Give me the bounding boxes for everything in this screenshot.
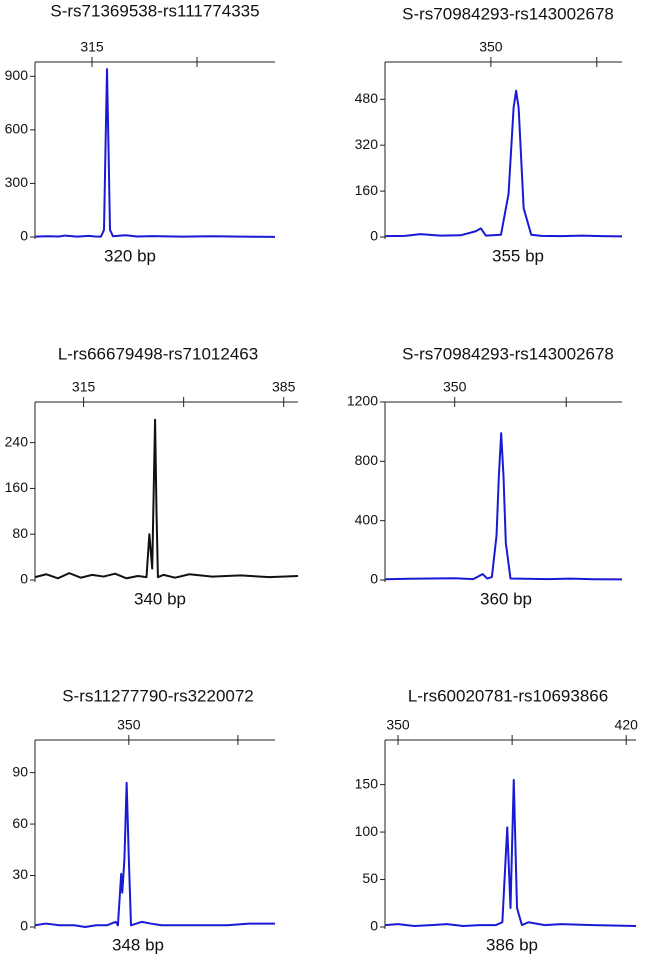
y-tick-label: 0 — [370, 571, 378, 587]
size-label: 360 bp — [480, 589, 532, 608]
size-label: 348 bp — [112, 935, 164, 954]
y-tick-label: 800 — [355, 452, 379, 468]
trace — [384, 89, 623, 238]
y-tick-label: 50 — [362, 870, 378, 886]
y-tick-label: 0 — [370, 228, 378, 244]
size-label: 320 bp — [104, 246, 156, 265]
trace — [34, 418, 299, 580]
x-tick-label: 350 — [386, 717, 410, 733]
x-tick-label: 350 — [117, 717, 141, 733]
panel-title: S-rs70984293-rs143002678 — [402, 344, 614, 363]
y-tick-label: 80 — [12, 525, 28, 541]
y-tick-label: 600 — [5, 121, 29, 137]
trace — [384, 432, 623, 581]
x-tick-label: 315 — [72, 379, 96, 395]
trace — [34, 781, 275, 928]
size-label: 340 bp — [134, 589, 186, 608]
y-tick-label: 30 — [12, 866, 28, 882]
y-tick-label: 0 — [20, 918, 28, 934]
y-tick-label: 0 — [20, 228, 28, 244]
x-tick-label: 350 — [443, 379, 467, 395]
y-tick-label: 160 — [5, 479, 29, 495]
y-tick-label: 90 — [12, 763, 28, 779]
panel-title: S-rs71369538-rs111774335 — [50, 1, 259, 20]
y-tick-label: 240 — [5, 433, 29, 449]
trace — [384, 778, 637, 928]
y-tick-label: 300 — [5, 174, 29, 190]
y-tick-label: 1200 — [347, 393, 378, 409]
y-tick-label: 160 — [355, 182, 379, 198]
y-tick-label: 480 — [355, 90, 379, 106]
panel-title: L-rs60020781-rs10693866 — [408, 686, 608, 705]
y-tick-label: 60 — [12, 815, 28, 831]
x-tick-label: 315 — [80, 39, 104, 55]
trace — [34, 68, 276, 238]
y-tick-label: 400 — [355, 511, 379, 527]
x-tick-label: 420 — [615, 717, 639, 733]
y-tick-label: 0 — [370, 918, 378, 934]
y-tick-label: 900 — [5, 67, 29, 83]
panel-title: S-rs11277790-rs3220072 — [62, 686, 254, 705]
size-label: 386 bp — [486, 935, 538, 954]
panel-title: S-rs70984293-rs143002678 — [402, 4, 614, 23]
y-tick-label: 150 — [355, 775, 379, 791]
x-tick-label: 350 — [479, 39, 503, 55]
size-label: 355 bp — [492, 246, 544, 265]
y-tick-label: 320 — [355, 136, 379, 152]
x-tick-label: 385 — [272, 379, 296, 395]
panel-title: L-rs66679498-rs71012463 — [58, 344, 258, 363]
y-tick-label: 0 — [20, 571, 28, 587]
y-tick-label: 100 — [355, 823, 379, 839]
